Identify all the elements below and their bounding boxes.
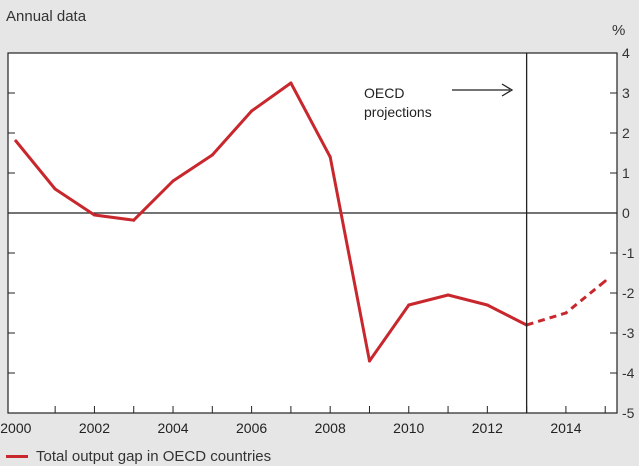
data-point <box>132 218 136 222</box>
annotation-text-line2: projections <box>364 104 432 120</box>
x-tick-label: 2010 <box>393 420 424 436</box>
data-point <box>485 303 489 307</box>
legend: Total output gap in OECD countries <box>6 448 271 465</box>
data-point <box>446 293 450 297</box>
y-tick-label: -1 <box>622 245 635 261</box>
data-point <box>328 155 332 159</box>
y-tick-label: -4 <box>622 365 635 381</box>
plot-area <box>7 52 618 414</box>
x-axis: 2000 2002 2004 2006 2008 2010 2012 2014 <box>0 406 606 436</box>
x-tick-label: 2008 <box>315 420 346 436</box>
x-tick-label: 2004 <box>157 420 188 436</box>
x-tick-label: 2002 <box>79 420 110 436</box>
data-point <box>564 311 568 315</box>
series-line-actual <box>14 81 529 363</box>
x-tick-label: 2006 <box>236 420 267 436</box>
y-axis: 4 3 2 1 0 -1 -2 -3 -4 -5 <box>8 45 635 421</box>
top-strip <box>0 0 639 3</box>
x-tick-label: 2014 <box>550 420 581 436</box>
data-point <box>367 359 371 363</box>
y-tick-label: -2 <box>622 285 635 301</box>
y-axis-unit: % <box>612 22 626 39</box>
data-point <box>210 153 214 157</box>
legend-swatch <box>6 455 28 458</box>
data-point <box>289 81 293 85</box>
chart-subtitle: Annual data <box>6 8 87 25</box>
data-point <box>250 109 254 113</box>
data-point <box>603 279 607 283</box>
y-tick-label: -3 <box>622 325 635 341</box>
data-point <box>53 187 57 191</box>
x-tick-label: 2012 <box>472 420 503 436</box>
x-tick-label: 2000 <box>0 420 31 436</box>
y-tick-label: 4 <box>622 45 630 61</box>
data-point <box>407 303 411 307</box>
y-tick-label: 2 <box>622 125 630 141</box>
y-tick-label: 1 <box>622 165 630 181</box>
data-point <box>171 179 175 183</box>
annotation-arrowhead <box>501 83 514 97</box>
annotation-layer: OECD projections <box>364 53 528 413</box>
data-point <box>14 139 18 143</box>
legend-label: Total output gap in OECD countries <box>36 448 272 465</box>
y-tick-label: 0 <box>622 205 630 221</box>
y-tick-label: 3 <box>622 85 630 101</box>
y-tick-label: -5 <box>622 405 635 421</box>
annotation-text-line1: OECD <box>364 85 404 101</box>
series-layer <box>14 81 607 363</box>
data-point <box>92 213 96 217</box>
